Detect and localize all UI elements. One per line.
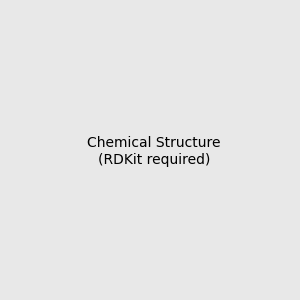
Text: Chemical Structure
(RDKit required): Chemical Structure (RDKit required): [87, 136, 220, 166]
